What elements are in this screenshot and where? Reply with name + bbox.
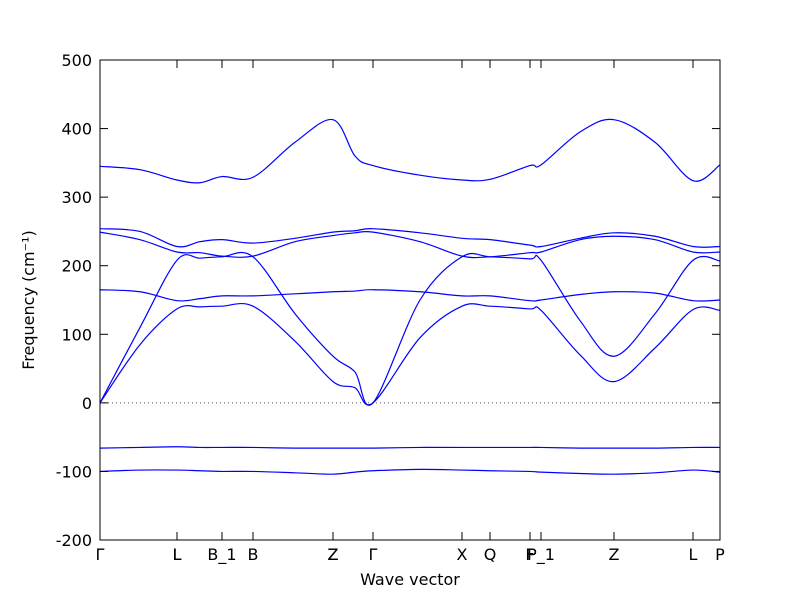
x-tick-label: X: [457, 545, 468, 564]
plot: [99, 118, 721, 475]
band-line: [99, 118, 721, 184]
x-tick-label: Q: [484, 545, 497, 564]
y-tick-label: 200: [61, 257, 92, 276]
x-tick-label: F: [525, 545, 534, 564]
band-line: [99, 228, 721, 248]
x-tick-label: Z: [328, 545, 339, 564]
x-tick-label: L: [173, 545, 182, 564]
y-tick-label: -100: [56, 462, 92, 481]
x-tick-label: Z: [609, 545, 620, 564]
band-line: [99, 289, 721, 302]
x-tick-label: P_1: [527, 545, 555, 565]
y-tick-label: 0: [82, 394, 92, 413]
band-line: [99, 302, 721, 406]
axes-frame: [99, 59, 721, 541]
x-axis-label: Wave vector: [360, 570, 460, 589]
y-tick-label: 300: [61, 188, 92, 207]
x-tick-label: Γ: [96, 545, 105, 564]
y-tick-label: 100: [61, 325, 92, 344]
y-axis-label: Frequency (cm⁻¹): [19, 230, 38, 369]
x-tick-label: Γ: [369, 545, 378, 564]
x-tick-label: P: [715, 545, 725, 564]
y-tick-label: 500: [61, 51, 92, 70]
y-tick-label: -200: [56, 531, 92, 550]
x-tick-label: B: [248, 545, 259, 564]
band-line: [99, 230, 721, 259]
band-line: [99, 446, 721, 449]
y-tick-label: 400: [61, 120, 92, 139]
x-tick-label: B_1: [207, 545, 236, 565]
x-tick-label: L: [689, 545, 698, 564]
x-tick-label: L: [173, 545, 182, 564]
band-line: [99, 468, 721, 475]
x-tick-label: Z: [328, 545, 339, 564]
band-line: [99, 251, 721, 406]
